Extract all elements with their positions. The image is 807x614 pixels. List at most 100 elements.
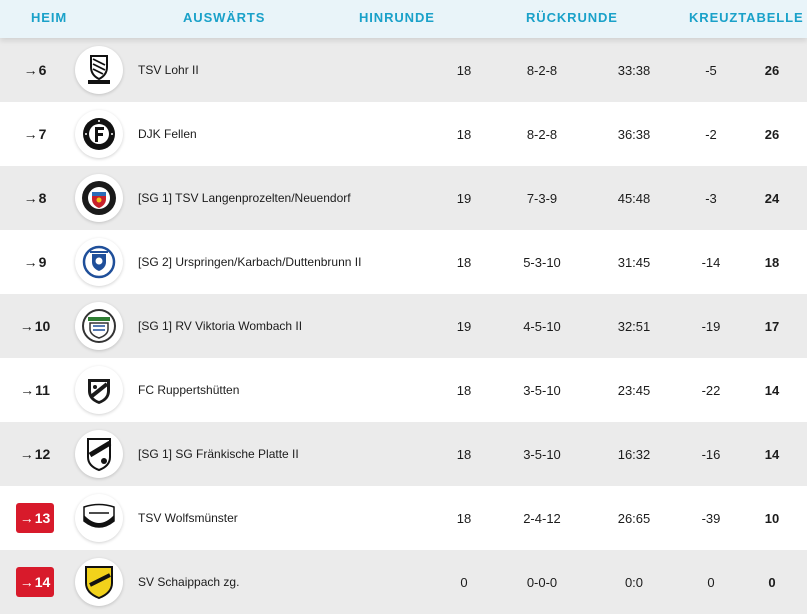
team-name[interactable]: TSV Lohr II [138, 63, 199, 77]
arrow-right-icon: → [23, 62, 38, 78]
goals: 45:48 [617, 191, 651, 206]
points: 18 [764, 255, 780, 270]
arrow-right-icon: → [23, 126, 38, 142]
points: 10 [764, 511, 780, 526]
win-draw-loss: 4-5-10 [523, 319, 561, 334]
table-row[interactable]: → 11 FC Ruppertshütten 18 3-5-10 23:45 -2… [0, 358, 807, 422]
goal-difference: -19 [701, 319, 721, 334]
urspringen-crest-icon[interactable] [75, 238, 123, 286]
goals: 33:38 [617, 63, 651, 78]
table-row[interactable]: → 8 [SG 1] TSV Langenprozelten/Neuendorf … [0, 166, 807, 230]
games-played: 18 [456, 383, 472, 398]
tab-rueckrunde[interactable]: RÜCKRUNDE [526, 10, 618, 25]
team-name[interactable]: [SG 2] Urspringen/Karbach/Duttenbrunn II [138, 255, 362, 269]
fc-ruppertshuetten-crest-icon[interactable] [75, 366, 123, 414]
goal-difference: -2 [705, 127, 717, 142]
games-played: 18 [456, 63, 472, 78]
team-name[interactable]: [SG 1] SG Fränkische Platte II [138, 447, 299, 461]
win-draw-loss: 3-5-10 [523, 383, 561, 398]
team-name[interactable]: DJK Fellen [138, 127, 197, 141]
games-played: 19 [456, 319, 472, 334]
standings-table: → 6 TSV Lohr II 18 8-2-8 33:38 -5 26 → 7 D… [0, 38, 807, 614]
goals: 23:45 [617, 383, 651, 398]
team-name[interactable]: TSV Wolfsmünster [138, 511, 238, 525]
win-draw-loss: 8-2-8 [526, 127, 558, 142]
goals: 32:51 [617, 319, 651, 334]
position-number: 6 [38, 62, 47, 78]
goal-difference: -16 [701, 447, 721, 462]
goals: 31:45 [617, 255, 651, 270]
table-row[interactable]: → 14 SV Schaippach zg. 0 0-0-0 0:0 0 0 [0, 550, 807, 614]
position-number: 11 [35, 382, 50, 398]
arrow-right-icon: → [23, 190, 38, 206]
djk-fellen-crest-icon[interactable] [75, 110, 123, 158]
position-badge: → 10 [16, 311, 54, 341]
points: 26 [764, 127, 780, 142]
tab-auswaerts[interactable]: AUSWÄRTS [183, 10, 266, 25]
arrow-right-icon: → [20, 382, 35, 398]
win-draw-loss: 8-2-8 [526, 63, 558, 78]
tab-hinrunde[interactable]: HINRUNDE [359, 10, 435, 25]
table-tabs-header: HEIM AUSWÄRTS HINRUNDE RÜCKRUNDE KREUZTA… [0, 0, 807, 38]
table-row[interactable]: → 10 [SG 1] RV Viktoria Wombach II 19 4-5… [0, 294, 807, 358]
goals: 26:65 [617, 511, 651, 526]
games-played: 18 [456, 255, 472, 270]
viktoria-wombach-crest-icon[interactable] [75, 302, 123, 350]
arrow-right-icon: → [19, 318, 34, 334]
win-draw-loss: 3-5-10 [523, 447, 561, 462]
team-name[interactable]: FC Ruppertshütten [138, 383, 240, 397]
arrow-right-icon: → [19, 574, 34, 590]
points: 14 [764, 447, 780, 462]
goals: 16:32 [617, 447, 651, 462]
position-number: 12 [34, 446, 51, 462]
position-number: 14 [34, 574, 51, 590]
position-number: 13 [34, 510, 51, 526]
games-played: 18 [456, 447, 472, 462]
games-played: 18 [456, 127, 472, 142]
sv-schaippach-crest-icon[interactable] [75, 558, 123, 606]
table-row[interactable]: → 6 TSV Lohr II 18 8-2-8 33:38 -5 26 [0, 38, 807, 102]
tsv-wolfsmuenster-crest-icon[interactable] [75, 494, 123, 542]
goal-difference: -14 [701, 255, 721, 270]
win-draw-loss: 7-3-9 [526, 191, 558, 206]
points: 14 [764, 383, 780, 398]
table-row[interactable]: → 12 [SG 1] SG Fränkische Platte II 18 3-… [0, 422, 807, 486]
position-badge: → 8 [16, 183, 54, 213]
position-number: 8 [38, 190, 47, 206]
goal-difference: -5 [705, 63, 717, 78]
points: 17 [764, 319, 780, 334]
position-number: 9 [38, 254, 47, 270]
table-row[interactable]: → 7 DJK Fellen 18 8-2-8 36:38 -2 26 [0, 102, 807, 166]
win-draw-loss: 2-4-12 [523, 511, 561, 526]
table-row[interactable]: → 9 [SG 2] Urspringen/Karbach/Duttenbrunn… [0, 230, 807, 294]
arrow-right-icon: → [19, 510, 34, 526]
goals: 36:38 [617, 127, 651, 142]
team-name[interactable]: [SG 1] RV Viktoria Wombach II [138, 319, 303, 333]
team-name[interactable]: SV Schaippach zg. [138, 575, 240, 589]
position-number: 10 [34, 318, 51, 334]
games-played: 19 [456, 191, 472, 206]
position-badge: → 9 [16, 247, 54, 277]
table-row[interactable]: → 13 TSV Wolfsmünster 18 2-4-12 26:65 -39… [0, 486, 807, 550]
points: 26 [764, 63, 780, 78]
position-badge: → 7 [16, 119, 54, 149]
arrow-right-icon: → [23, 254, 38, 270]
position-badge: → 12 [16, 439, 54, 469]
points: 24 [764, 191, 780, 206]
games-played: 18 [456, 511, 472, 526]
tsv-langenprozelten-crest-icon[interactable] [75, 174, 123, 222]
tab-kreuztabelle[interactable]: KREUZTABELLE [689, 10, 804, 25]
tsv-lohr-crest-icon[interactable] [75, 46, 123, 94]
goal-difference: -39 [701, 511, 721, 526]
team-name[interactable]: [SG 1] TSV Langenprozelten/Neuendorf [138, 191, 351, 205]
position-badge-relegation: → 13 [16, 503, 54, 533]
position-badge: → 6 [16, 55, 54, 85]
goal-difference: -3 [705, 191, 717, 206]
goal-difference: -22 [701, 383, 721, 398]
position-badge-relegation: → 14 [16, 567, 54, 597]
position-number: 7 [38, 126, 47, 142]
arrow-right-icon: → [19, 446, 34, 462]
sg-fraenkische-platte-crest-icon[interactable] [75, 430, 123, 478]
tab-heim[interactable]: HEIM [31, 10, 68, 25]
position-badge: → 11 [16, 375, 54, 405]
